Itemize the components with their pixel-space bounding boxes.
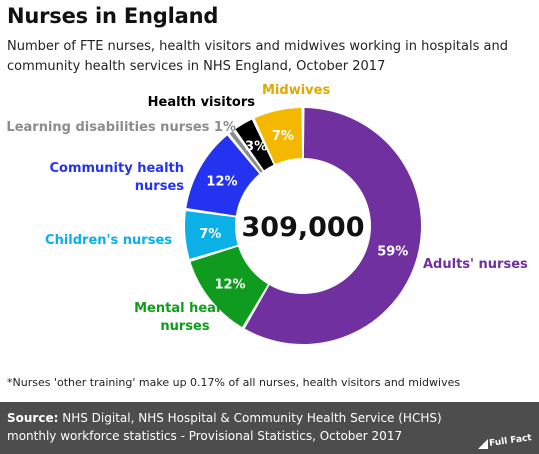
slice-label-community-health: nurses [135,179,184,194]
slice-label-community-health: Community health [49,161,184,176]
slice-label-mental-health: Mental health [134,301,236,316]
slice-label-health-visitors: Health visitors [148,95,256,110]
slice-value-community-health: 12% [206,174,237,189]
chart-subtitle: Number of FTE nurses, health visitors an… [7,39,508,74]
slice-label-midwives: Midwives [262,83,330,98]
slice-label-mental-health: nurses [160,319,209,334]
source-bar: Source: NHS Digital, NHS Hospital & Comm… [0,402,539,454]
slice-value-adults: 59% [377,244,408,259]
slice-community-health [186,135,260,216]
logo-triangle-icon [478,439,489,449]
slice-childrens [185,211,238,259]
donut-chart: 59% Adults' nurses 12% Mental health nurses 7… [6,83,528,345]
slice-label-learning-disabilities: Learning disabilities nurses 1% [6,120,236,135]
slice-value-health-visitors: 3% [245,140,267,155]
slice-label-adults: Adults' nurses [423,257,528,272]
logo-text: Full Fact [488,433,533,449]
slice-value-childrens: 7% [199,227,221,242]
source-text: Source: NHS Digital, NHS Hospital & Comm… [7,409,457,445]
source-label: Source: [7,411,59,425]
slice-mental-health [190,246,268,328]
footnote: *Nurses 'other training' make up 0.17% o… [7,376,461,389]
slice-label-childrens: Children's nurses [45,233,172,248]
slice-midwives [254,108,303,164]
slice-adults [244,108,422,345]
slice-value-mental-health: 12% [214,278,245,293]
slice-health-visitors [235,119,274,171]
full-fact-logo: Full Fact [478,433,533,449]
slice-value-midwives: 7% [272,129,294,144]
donut-center-total: 309,000 [242,212,365,243]
source-body: NHS Digital, NHS Hospital & Community He… [7,411,442,443]
chart-title: Nurses in England [7,4,219,28]
slice-learning-disabilities [229,131,263,173]
